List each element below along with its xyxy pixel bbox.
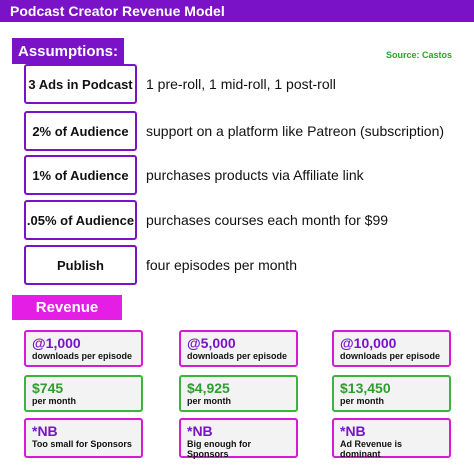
downloads-value: @1,000 (32, 335, 81, 351)
source: Source: Castos (386, 50, 453, 60)
nb-note: Too small for Sponsors (32, 439, 132, 449)
nb-value: *NB (32, 423, 58, 439)
assumption-text: four episodes per month (146, 257, 297, 273)
assumption-text: purchases courses each month for $99 (146, 212, 389, 228)
nb-card: *NB Big enough for Sponsors (179, 418, 298, 459)
assumption-label: .05% of Audience (24, 200, 137, 240)
downloads-note: downloads per episode (187, 351, 288, 361)
downloads-note: downloads per episode (340, 351, 441, 361)
downloads-value: @5,000 (187, 335, 236, 351)
amount-note: per month (340, 396, 384, 406)
nb-card: *NB Too small for Sponsors (24, 418, 143, 458)
nb-value: *NB (340, 423, 366, 439)
title: Podcast Creator Revenue Model (10, 3, 225, 19)
downloads-value: @10,000 (340, 335, 397, 351)
assumption-text: support on a platform like Patreon (subs… (146, 123, 445, 139)
downloads-card: @1,000 downloads per episode (24, 330, 143, 367)
amount-card: $745 per month (24, 375, 143, 412)
amount-card: $13,450 per month (332, 375, 451, 412)
amount-value: $13,450 (340, 380, 391, 396)
assumption-label: 2% of Audience (24, 111, 137, 151)
nb-card: *NB Ad Revenue is dominant (332, 418, 451, 459)
assumption-text: purchases products via Affiliate link (146, 167, 364, 183)
assumption-text: 1 pre-roll, 1 mid-roll, 1 post-roll (146, 76, 336, 92)
downloads-card: @5,000 downloads per episode (179, 330, 298, 367)
downloads-note: downloads per episode (32, 351, 133, 361)
amount-note: per month (32, 396, 76, 406)
assumption-label: 1% of Audience (24, 155, 137, 195)
assumption-label: 3 Ads in Podcast (24, 64, 137, 104)
top-bar (0, 0, 474, 22)
assumptions-heading: Assumptions: (12, 38, 124, 64)
revenue-heading: Revenue (12, 295, 122, 320)
amount-card: $4,925 per month (179, 375, 298, 412)
assumption-label: Publish (24, 245, 137, 285)
amount-value: $4,925 (187, 380, 230, 396)
nb-note: Ad Revenue is dominant (340, 439, 403, 459)
nb-value: *NB (187, 423, 213, 439)
downloads-card: @10,000 downloads per episode (332, 330, 451, 367)
amount-value: $745 (32, 380, 64, 396)
amount-note: per month (187, 396, 231, 406)
nb-note: Big enough for Sponsors (187, 439, 251, 459)
